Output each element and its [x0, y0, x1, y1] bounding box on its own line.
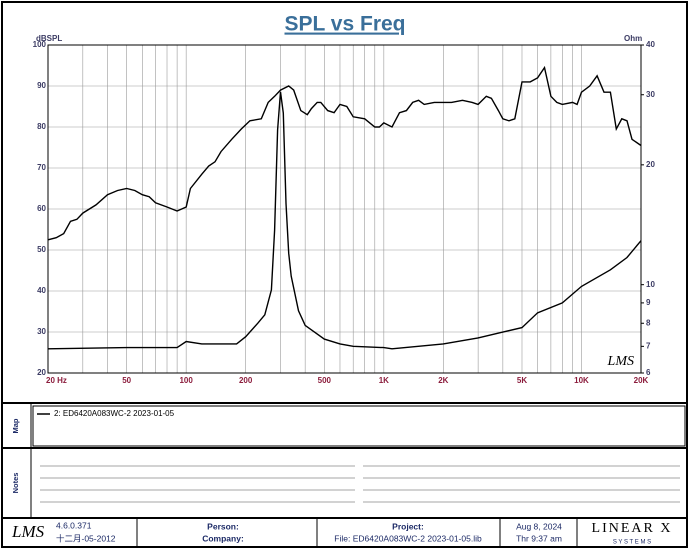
y2-tick-label: 6 [646, 368, 651, 377]
watermark: LMS [607, 354, 634, 369]
y2-tick-label: 30 [646, 90, 655, 99]
notes-label: Notes [11, 473, 20, 494]
company: Company: [202, 533, 244, 543]
x-tick-label: 2K [438, 376, 448, 385]
y-axis-label: dBSPL [36, 34, 62, 43]
y2-tick-label: 40 [646, 40, 655, 49]
x-tick-label: 500 [318, 376, 332, 385]
footer-logo: LMS [11, 522, 45, 541]
y2-tick-label: 7 [646, 341, 651, 350]
time: Thr 9:37 am [516, 533, 562, 543]
legend-entry: 2: ED6420A083WC-2 2023-01-05 [54, 409, 175, 418]
y-tick-label: 50 [37, 245, 46, 254]
y-tick-label: 70 [37, 163, 46, 172]
x-tick-label: 50 [122, 376, 131, 385]
x-tick-label: 5K [517, 376, 527, 385]
x-tick-label: 1K [379, 376, 389, 385]
plot-border [47, 44, 642, 374]
y-tick-label: 30 [37, 327, 46, 336]
version: 4.6.0.371 [56, 520, 92, 530]
y2-tick-label: 20 [646, 160, 655, 169]
brand: LINEAR X [592, 521, 673, 536]
series-line [47, 65, 642, 241]
y-tick-label: 90 [37, 81, 46, 90]
y-tick-label: 100 [33, 40, 47, 49]
notes-lines [40, 465, 680, 503]
y2-tick-label: 9 [646, 298, 651, 307]
x-tick-label: 200 [239, 376, 253, 385]
y-tick-label: 20 [37, 368, 46, 377]
footer-cells [136, 518, 578, 547]
y2-tick-label: 8 [646, 318, 651, 327]
y-tick-label: 80 [37, 122, 46, 131]
x-tick-label: 100 [179, 376, 193, 385]
map-box [32, 405, 686, 447]
y2-tick-label: 10 [646, 280, 655, 289]
y-tick-label: 40 [37, 286, 46, 295]
chart-title: SPL vs Freq [285, 13, 406, 36]
x-tick-label: 20 Hz [46, 376, 67, 385]
series-line [47, 91, 642, 350]
brand-sub: S Y S T E M S [613, 540, 651, 546]
project: Project: [392, 521, 424, 531]
map-label: Map [11, 418, 20, 433]
x-tick-label: 20K [634, 376, 649, 385]
build-date: 十二月-05-2012 [56, 533, 116, 543]
y2-axis-label: Ohm [624, 34, 642, 43]
y-tick-label: 60 [37, 204, 46, 213]
date: Aug 8, 2024 [516, 521, 562, 531]
file: File: ED6420A083WC-2 2023-01-05.lib [334, 533, 482, 543]
person: Person: [207, 521, 239, 531]
x-tick-label: 10K [574, 376, 589, 385]
